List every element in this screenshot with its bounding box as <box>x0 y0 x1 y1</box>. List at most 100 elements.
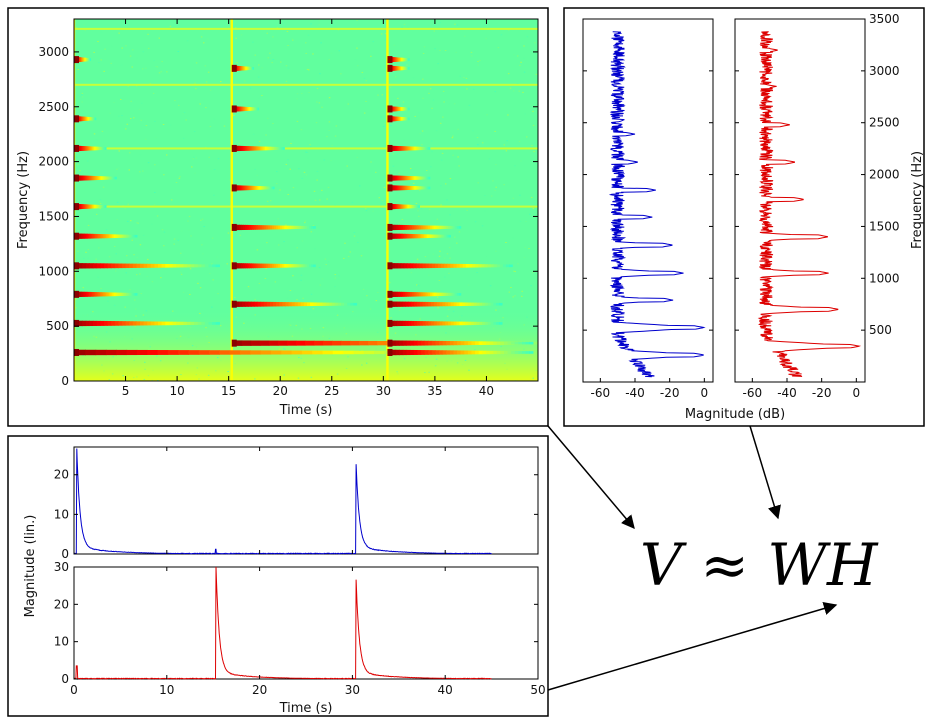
spectrogram-texture <box>133 377 135 379</box>
spectrogram-harmonic <box>271 263 275 268</box>
spectrogram-harmonic <box>99 176 102 180</box>
spectrogram-harmonic <box>422 186 425 190</box>
spectrogram-texture <box>429 202 432 204</box>
spectrogram-texture <box>227 371 229 373</box>
spectrogram-texture <box>476 137 479 139</box>
spectrogram-harmonic <box>150 321 155 326</box>
spectrogram-texture <box>378 193 380 195</box>
spectrogram-texture <box>316 170 319 172</box>
spectrogram-harmonic <box>176 264 181 268</box>
spectrogram-texture <box>138 108 141 110</box>
spectrogram-texture <box>195 62 198 64</box>
spectrogram-harmonic <box>254 301 259 307</box>
spectrogram-texture <box>286 30 289 32</box>
spectrogram-harmonic <box>136 263 141 268</box>
spectrogram-texture <box>282 348 285 350</box>
spectrogram-harmonic <box>312 350 324 355</box>
spectrogram-texture <box>465 77 468 79</box>
spectrogram-texture <box>261 94 263 96</box>
spectrogram-texture <box>177 104 180 106</box>
spectrogram-texture <box>363 349 366 351</box>
spectrogram-texture <box>139 154 142 156</box>
spectrogram-texture <box>401 218 404 220</box>
spectrogram-harmonic <box>257 301 262 307</box>
spectrogram-harmonic <box>246 185 248 191</box>
spectrogram-harmonic <box>94 176 97 181</box>
spectrogram-harmonic <box>408 185 410 190</box>
spectrogram-texture <box>516 55 519 57</box>
spectrogram-harmonic <box>307 264 310 268</box>
spectrogram-texture <box>301 347 303 349</box>
spectrogram-texture <box>254 298 256 300</box>
spectrogram-texture <box>95 258 97 260</box>
spectrogram-harmonic <box>255 225 259 230</box>
spectrogram-harmonic <box>332 340 342 346</box>
spectrogram-harmonic <box>307 226 310 229</box>
spectrogram-texture <box>470 55 473 57</box>
dictionary-chart: -60 -40 -20 0 -60 -40 -20 050010001500200025003… <box>582 12 925 422</box>
spectrogram-texture <box>257 76 260 78</box>
spectrogram-harmonic <box>402 291 406 297</box>
spectrogram-harmonic <box>458 293 462 296</box>
spectrogram-harmonic <box>194 264 199 268</box>
spectrogram-texture <box>122 358 125 360</box>
spectrogram-texture <box>403 139 405 141</box>
spectrogram-harmonic <box>377 341 387 346</box>
spectrogram-harmonic <box>295 340 306 346</box>
spectrogram-texture <box>477 144 479 146</box>
spectrogram-harmonic <box>291 350 303 355</box>
spectrogram-harmonic <box>402 233 405 239</box>
spectrogram-harmonic <box>121 234 124 238</box>
spectrogram-texture <box>278 192 280 194</box>
spectrogram-texture <box>498 338 501 340</box>
spectrogram-harmonic <box>87 291 90 297</box>
spectrogram-texture <box>135 315 137 317</box>
spectrogram-texture <box>533 142 536 144</box>
spectrogram-texture <box>75 298 78 300</box>
spectrogram-harmonic <box>411 320 415 326</box>
spectrogram-harmonic <box>95 349 107 356</box>
spectrogram-texture <box>87 186 89 188</box>
spectrogram-harmonic <box>407 263 411 269</box>
spectrogram-harmonic <box>251 185 253 191</box>
spectrogram-harmonic <box>277 340 288 346</box>
spectrogram-harmonic <box>456 321 460 326</box>
spectrogram-texture <box>100 59 102 61</box>
spectrogram-texture <box>258 97 261 99</box>
spectrogram-texture <box>513 270 515 272</box>
spectrogram-texture <box>431 107 433 109</box>
spectrogram-harmonic <box>496 322 500 325</box>
spectrogram-harmonic <box>403 233 407 239</box>
spectrogram-texture <box>396 371 398 373</box>
spectrogram-texture <box>180 230 183 232</box>
activations-ytick-label: 20 <box>54 597 69 611</box>
spectrogram-harmonic <box>105 292 109 297</box>
spectrogram-harmonic <box>122 234 126 238</box>
spectrogram-harmonic <box>405 301 409 307</box>
spectrogram-harmonic <box>85 291 88 297</box>
spectrogram-harmonic <box>416 205 418 208</box>
spectrogram-harmonic <box>481 264 485 268</box>
spectrogram-texture <box>130 104 133 106</box>
spectrogram-harmonic <box>395 291 399 297</box>
spectrogram-harmonic <box>201 321 206 325</box>
spectrogram-harmonic <box>496 350 501 355</box>
spectrogram-texture <box>215 370 217 372</box>
spectrogram-texture <box>303 362 305 364</box>
spectrogram-harmonic <box>215 264 220 268</box>
spectrogram-harmonic <box>430 234 433 238</box>
spectrogram-harmonic <box>408 233 411 239</box>
spectrogram-harmonic <box>242 301 246 307</box>
spectrogram-harmonic <box>236 185 239 191</box>
spectrogram-xtick-label: 15 <box>221 384 236 398</box>
spectrogram-harmonic <box>489 341 494 345</box>
spectrogram-harmonic <box>271 225 275 230</box>
spectrogram-harmonic <box>410 225 413 230</box>
spectrogram-texture <box>126 220 129 222</box>
spectrogram-harmonic <box>197 321 202 325</box>
spectrogram-texture <box>125 45 127 47</box>
spectrogram-harmonic <box>475 341 480 346</box>
spectrogram-texture <box>456 24 459 26</box>
spectrogram-texture <box>447 333 450 335</box>
